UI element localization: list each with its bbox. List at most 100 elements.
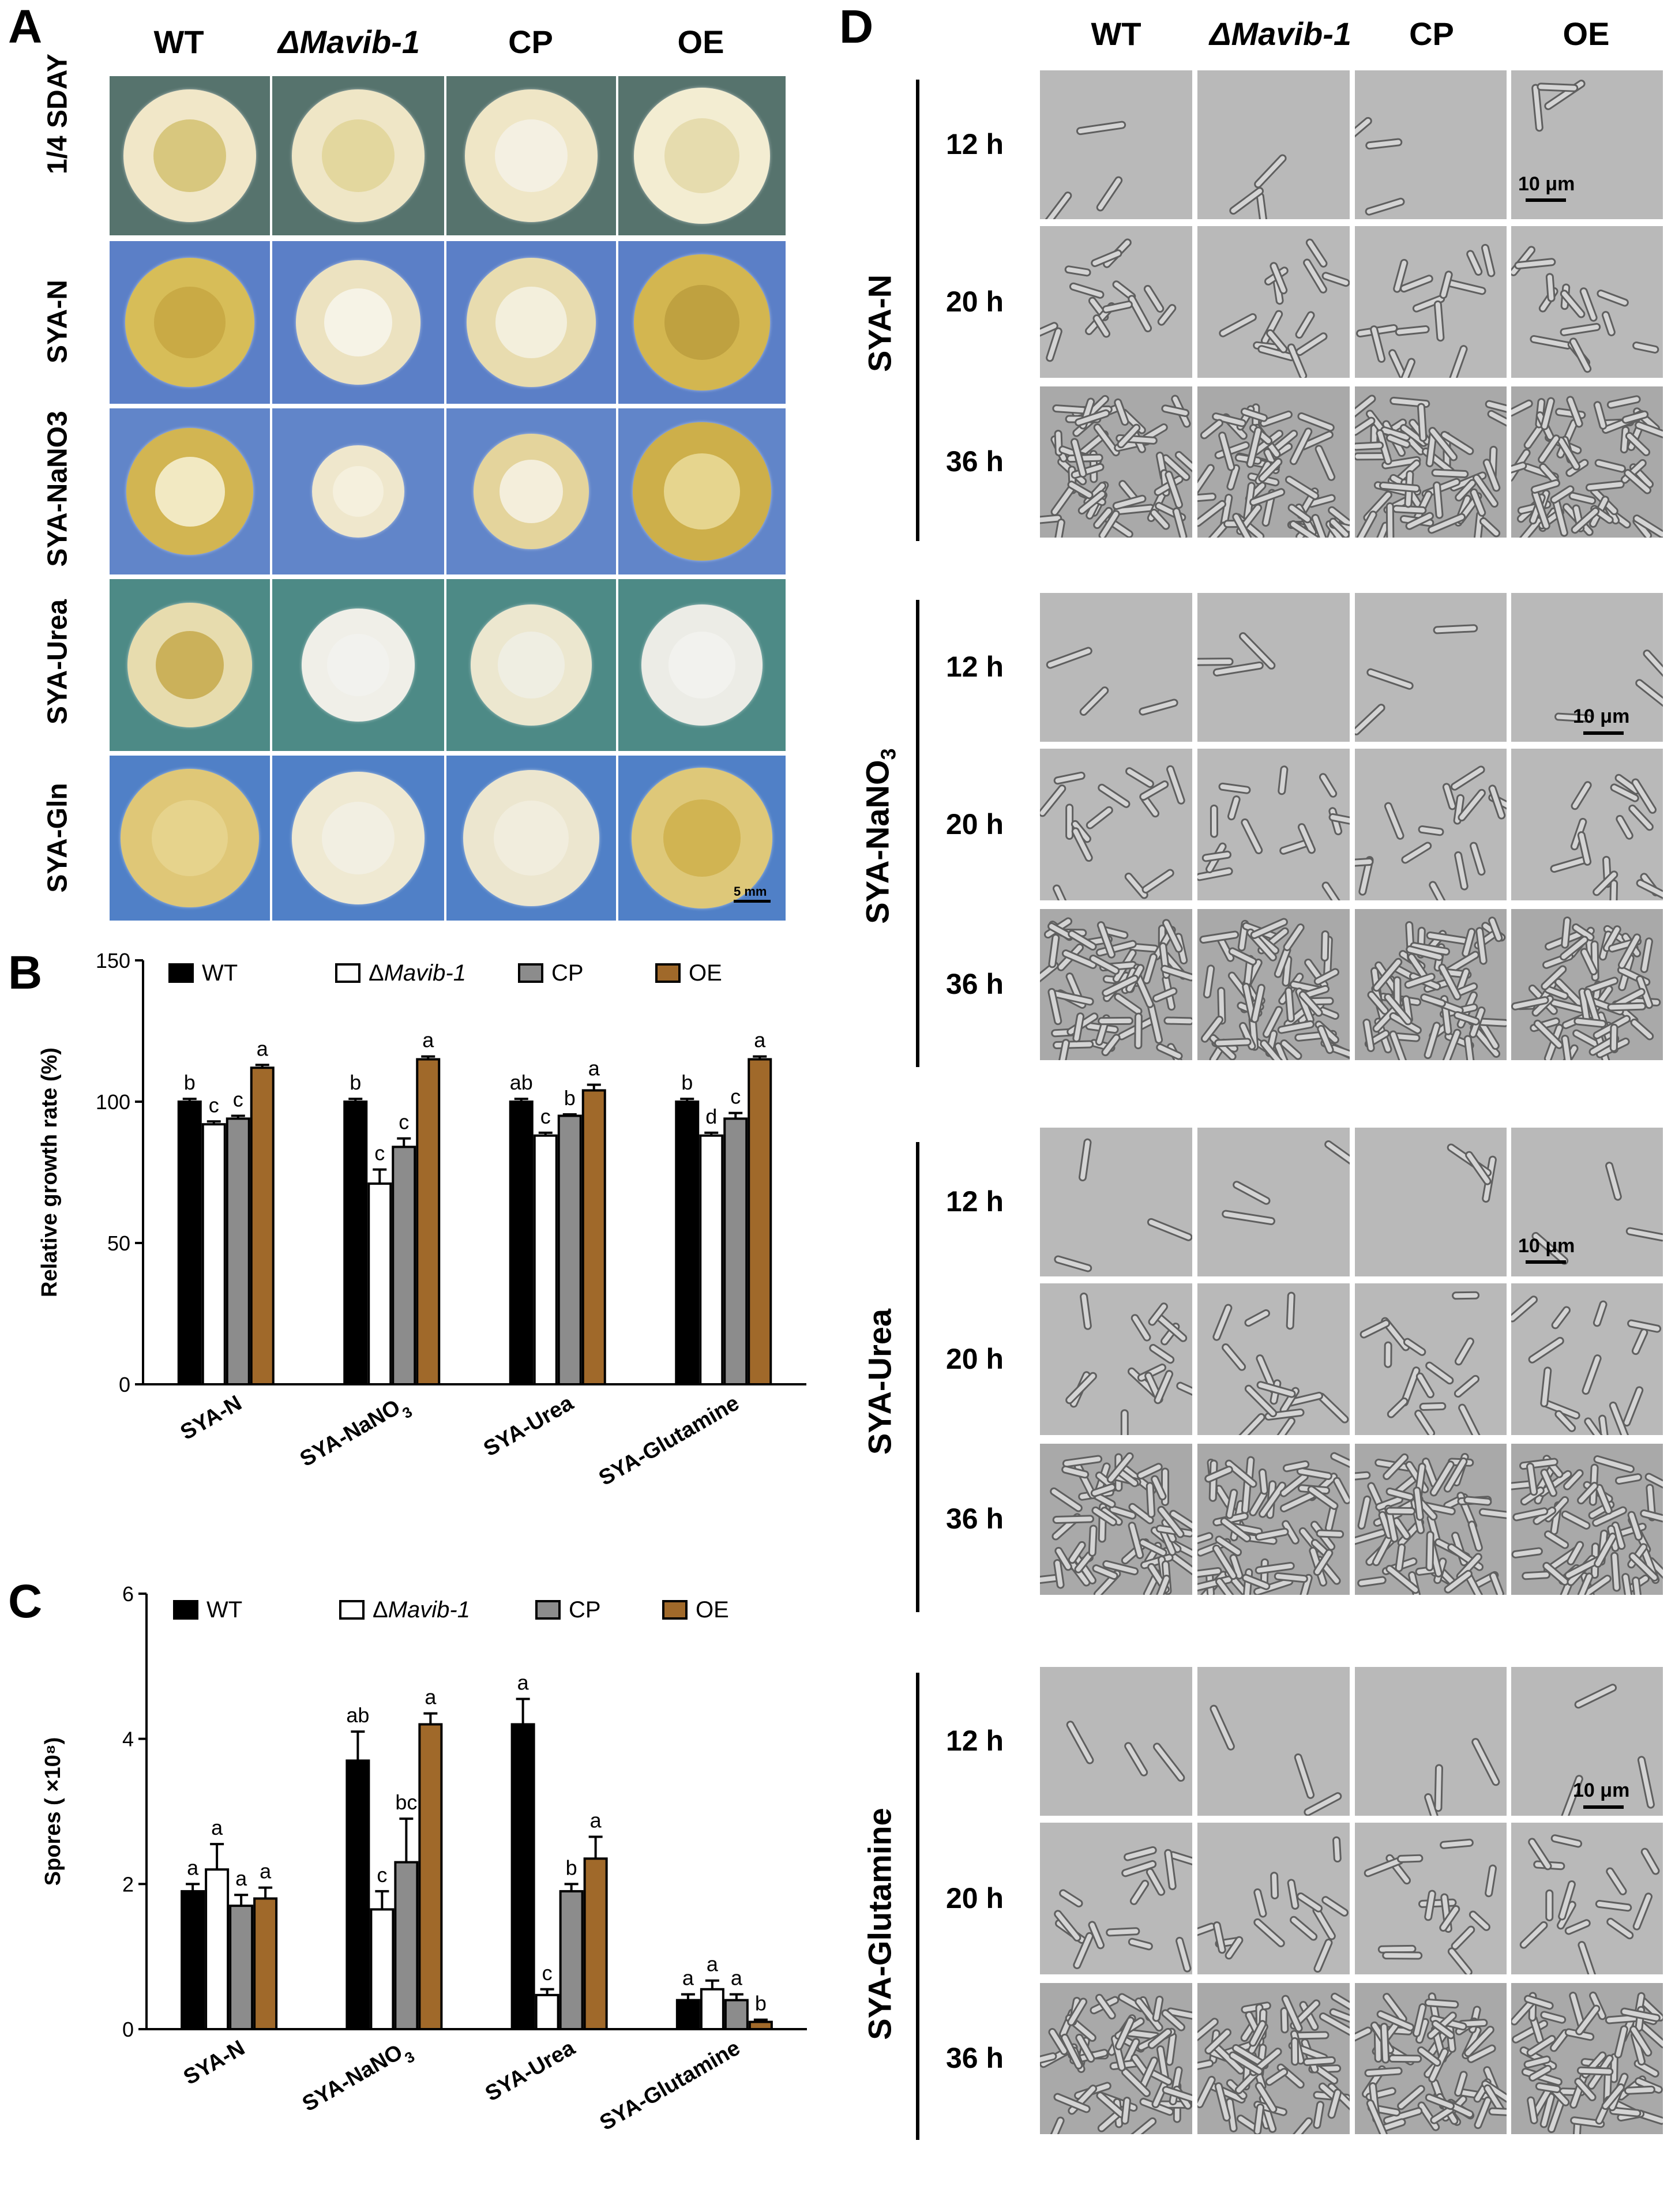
cell-interior <box>1611 881 1617 900</box>
colony-center <box>152 800 228 876</box>
cell-interior <box>1129 1523 1143 1558</box>
cell-interior <box>1469 2046 1494 2061</box>
condition-label-1: SYA-NaNO3 <box>858 692 900 981</box>
cell-interior <box>1549 2097 1564 2132</box>
x-tick-label: SYA-Urea <box>481 2036 580 2106</box>
cell-interior <box>1594 1302 1606 1325</box>
cell-interior <box>1291 521 1317 538</box>
cell-interior <box>1561 324 1599 335</box>
cell-interior <box>1244 984 1255 1021</box>
cell-interior <box>1361 1321 1389 1337</box>
cell-interior <box>1093 1508 1116 1525</box>
cell-interior <box>1197 501 1225 525</box>
cell-interior <box>1298 1894 1321 1911</box>
cell-interior <box>1630 1554 1657 1580</box>
cell-interior <box>1426 1891 1434 1920</box>
bar-OE-SYA-Urea <box>581 1089 606 1385</box>
cell-interior <box>1081 1294 1090 1328</box>
cell-interior <box>1433 470 1467 476</box>
cell-interior <box>1314 1908 1334 1939</box>
time-label: 12 h <box>946 1725 1004 1757</box>
time-label: 12 h <box>946 651 1004 683</box>
x-tick-label: SYA-Glutamine <box>596 2036 745 2135</box>
panel-a-row-header-0: 1/4 SDAY <box>42 54 73 175</box>
cell-interior <box>1556 979 1582 1005</box>
colony-center <box>498 632 565 698</box>
bar-OE-SYA-N <box>253 1897 278 2030</box>
bar-ΔMavib-1-SYA-N <box>205 1868 230 2031</box>
panel-a-col-header-0: WT <box>153 24 204 60</box>
cell-interior <box>1286 477 1318 498</box>
cell-interior <box>1427 1363 1452 1383</box>
legend-swatch-3 <box>662 1600 688 1620</box>
cell-interior <box>1625 2087 1654 2093</box>
cell-interior <box>1052 2118 1063 2134</box>
cell-interior <box>1178 1383 1192 1394</box>
hyphae-drawing <box>1531 1162 1663 1265</box>
cell-interior <box>1074 1014 1083 1041</box>
cell-interior <box>1366 199 1403 214</box>
colony-plate-r2-c0 <box>110 408 270 574</box>
time-label: 12 h <box>946 1185 1004 1218</box>
cell-interior <box>1068 1722 1092 1763</box>
cell-interior <box>1379 1946 1415 1952</box>
cell-interior <box>1295 1755 1313 1797</box>
cell-interior <box>1246 1310 1269 1325</box>
cell-interior <box>1634 516 1663 537</box>
cell-interior <box>1586 1419 1601 1435</box>
cell-interior <box>1595 403 1606 428</box>
cell-interior <box>1294 2119 1312 2134</box>
cell-interior <box>1150 1304 1166 1324</box>
micrograph-g1-t1-c2 <box>1355 749 1507 900</box>
panel-d-scale-label: 10 μm <box>1518 173 1575 195</box>
cell-interior <box>1228 465 1239 489</box>
cell-interior <box>1332 1994 1350 2009</box>
micrograph-g1-t2-c1 <box>1197 909 1350 1060</box>
cell-interior <box>1577 2006 1599 2034</box>
cell-interior <box>1407 513 1432 528</box>
panel-a-row-header-4: SYA-Gln <box>42 783 73 893</box>
cell-interior <box>1141 2058 1157 2087</box>
cell-interior <box>1547 275 1554 301</box>
cell-interior <box>1107 1929 1139 1935</box>
panel-c-letter: C <box>8 1575 43 1628</box>
cell-interior <box>1631 2027 1651 2055</box>
hyphae-drawing <box>1197 1452 1350 1595</box>
cell-interior <box>1616 1475 1640 1484</box>
cell-interior <box>1617 816 1632 838</box>
cell-interior <box>1297 313 1313 337</box>
panel-d-scale-label: 10 μm <box>1518 1235 1575 1257</box>
colony-plate-r0-c3 <box>618 76 786 235</box>
bar-CP-SYA-NaNO3 <box>392 1146 416 1385</box>
cell-interior <box>1578 2068 1612 2074</box>
hyphae-drawing <box>1219 238 1350 378</box>
micrograph-g1-t0-c1 <box>1197 593 1350 742</box>
panel-d-scale-bar <box>1583 731 1624 735</box>
cell-interior <box>1151 1346 1173 1362</box>
cell-interior <box>1368 670 1412 688</box>
cell-interior <box>1430 882 1444 900</box>
cell-interior <box>1055 2094 1089 2112</box>
cell-interior <box>1531 336 1570 348</box>
cell-interior <box>1315 2102 1323 2127</box>
significance-letter: b <box>564 1086 576 1110</box>
cell-interior <box>1219 989 1225 1023</box>
cell-interior <box>1451 347 1466 378</box>
panel-d-col-header-3: OE <box>1563 16 1610 52</box>
cell-interior <box>1619 935 1640 968</box>
cell-interior <box>1116 400 1128 425</box>
cell-interior <box>1585 990 1599 1024</box>
cell-interior <box>1521 1922 1546 1947</box>
cell-interior <box>1441 1906 1459 1931</box>
cell-interior <box>1456 1339 1473 1364</box>
colony-center <box>664 453 740 529</box>
cell-interior <box>1069 932 1095 949</box>
group-bracket <box>916 600 919 1067</box>
cell-interior <box>1079 491 1105 513</box>
cell-interior <box>1222 495 1231 527</box>
x-tick-label: SYA-N <box>176 1391 246 1445</box>
cell-interior <box>1204 966 1214 997</box>
cell-interior <box>1289 1880 1298 1908</box>
colony-center <box>494 119 568 193</box>
cell-interior <box>1197 465 1213 492</box>
